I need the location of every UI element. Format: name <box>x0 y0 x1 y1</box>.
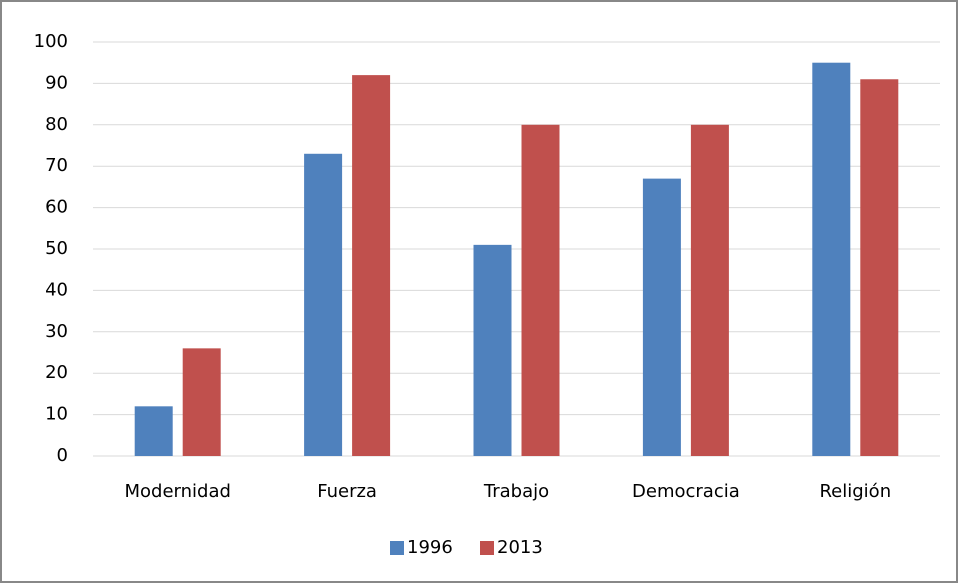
bar <box>812 62 851 456</box>
y-tick-label: 80 <box>45 114 68 135</box>
bar <box>642 178 681 456</box>
legend-label: 2013 <box>497 537 543 558</box>
x-tick-label: Religión <box>819 481 891 502</box>
bar <box>134 406 173 456</box>
y-tick-label: 60 <box>45 197 68 218</box>
y-tick-label: 30 <box>45 321 68 342</box>
x-tick-label: Modernidad <box>124 481 230 502</box>
legend-label: 1996 <box>407 537 453 558</box>
bar <box>304 153 343 456</box>
x-tick-label: Trabajo <box>483 481 549 502</box>
y-tick-label: 0 <box>57 445 68 466</box>
bar <box>690 124 729 457</box>
y-tick-label: 100 <box>34 31 68 52</box>
legend-swatch <box>390 541 404 555</box>
legend-swatch <box>480 541 494 555</box>
y-tick-label: 20 <box>45 362 68 383</box>
y-tick-label: 70 <box>45 155 68 176</box>
x-tick-label: Fuerza <box>317 481 377 502</box>
bar <box>473 244 512 456</box>
bar <box>860 79 899 456</box>
y-tick-label: 40 <box>45 279 68 300</box>
bar <box>352 75 391 457</box>
y-tick-label: 90 <box>45 72 68 93</box>
x-tick-label: Democracia <box>632 481 740 502</box>
bar <box>182 348 221 456</box>
bar <box>521 124 560 457</box>
y-tick-label: 10 <box>45 404 68 425</box>
y-tick-label: 50 <box>45 238 68 259</box>
